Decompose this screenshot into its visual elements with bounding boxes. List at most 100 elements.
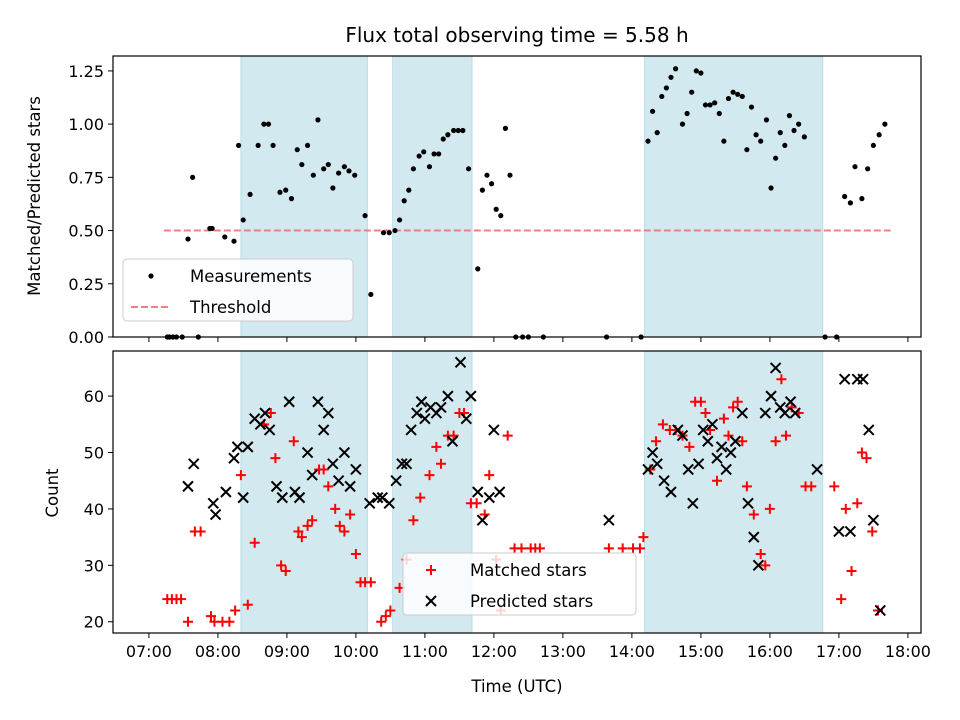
predicted-star-point xyxy=(465,390,477,402)
predicted-star-point xyxy=(383,497,395,509)
predicted-star-point xyxy=(784,396,797,408)
matched-star-point xyxy=(293,526,304,537)
matched-star-point xyxy=(230,605,241,616)
measurement-point xyxy=(488,181,495,187)
predicted-star-point xyxy=(405,424,417,436)
predicted-star-point xyxy=(603,514,615,526)
matched-star-point xyxy=(856,447,867,458)
matched-star-point xyxy=(861,453,872,464)
predicted-star-point xyxy=(725,446,737,459)
matched-star-point xyxy=(182,616,193,627)
measurement-point xyxy=(330,185,336,191)
y-tick-label: 0.25 xyxy=(68,275,104,294)
matched-star-point xyxy=(684,441,695,452)
matched-star-point xyxy=(836,594,847,605)
measurement-point xyxy=(773,155,779,161)
x-tick-label: 07:00 xyxy=(126,642,172,661)
measurement-point xyxy=(386,230,392,236)
x-tick-label: 10:00 xyxy=(333,642,379,661)
matched-star-point xyxy=(296,532,307,543)
predicted-star-point xyxy=(838,373,851,385)
y-tick-label: 0.75 xyxy=(68,168,104,187)
matched-star-point xyxy=(852,498,863,509)
measurement-point xyxy=(455,127,461,134)
measurement-point xyxy=(299,161,305,168)
predicted-star-point xyxy=(454,356,467,368)
measurement-point xyxy=(321,166,327,172)
measurement-point xyxy=(782,142,788,149)
matched-star-point xyxy=(840,503,851,514)
matched-star-point xyxy=(334,520,345,531)
measurement-point xyxy=(341,164,347,170)
x-tick-label: 11:00 xyxy=(402,642,448,661)
predicted-star-point xyxy=(736,407,748,419)
predicted-star-point xyxy=(293,491,306,504)
matched-star-point xyxy=(350,549,361,560)
matched-star-point xyxy=(603,543,614,554)
measurement-point xyxy=(649,108,656,114)
predicted-star-point xyxy=(237,491,249,504)
predicted-star-point xyxy=(742,497,754,509)
predicted-star-point xyxy=(642,463,654,476)
observing-window-shade xyxy=(644,55,824,338)
matched-star-point xyxy=(339,526,350,537)
matched-star-point xyxy=(270,453,281,464)
measurement-point xyxy=(368,291,374,298)
predicted-star-point xyxy=(242,441,254,453)
measurement-point xyxy=(235,142,242,149)
measurement-point xyxy=(401,198,407,204)
matched-star-point xyxy=(265,408,276,419)
predicted-star-point xyxy=(863,424,875,436)
matched-star-point xyxy=(634,543,645,554)
matched-star-point xyxy=(330,503,341,514)
matched-star-point xyxy=(471,498,482,509)
measurement-point xyxy=(763,117,770,123)
predicted-star-point xyxy=(396,458,408,470)
predicted-star-point xyxy=(682,463,694,476)
measurement-point xyxy=(247,191,253,197)
measurement-point xyxy=(255,142,261,149)
measurement-point xyxy=(847,200,853,206)
matched-star-point xyxy=(846,565,857,576)
measurement-point xyxy=(436,151,442,157)
measurement-point xyxy=(716,110,722,117)
y-tick-label: 0.00 xyxy=(68,328,104,347)
measurement-point xyxy=(475,266,481,272)
measurement-point xyxy=(693,68,699,74)
measurement-point xyxy=(231,238,237,244)
measurement-point xyxy=(185,236,191,242)
matched-star-point xyxy=(318,464,329,475)
measurement-point xyxy=(498,213,504,219)
measurement-point xyxy=(882,121,888,127)
measurement-point xyxy=(796,121,802,127)
matched-star-point xyxy=(723,430,734,441)
matched-star-point xyxy=(737,436,748,447)
matched-star-point xyxy=(695,396,706,407)
measurement-point xyxy=(668,74,674,80)
y-tick-label: 40 xyxy=(84,500,104,519)
predicted-star-point xyxy=(220,486,232,498)
measurement-point xyxy=(707,102,713,108)
y-tick-label: 20 xyxy=(84,613,104,632)
y-tick-label: 60 xyxy=(84,387,104,406)
matched-star-point xyxy=(302,520,313,531)
measurement-point xyxy=(758,138,764,144)
predicted-star-point xyxy=(697,424,709,436)
measurement-point xyxy=(768,185,774,191)
predicted-star-point xyxy=(259,407,271,419)
measurement-point xyxy=(842,193,848,200)
matched-star-point xyxy=(345,509,356,520)
measurement-point xyxy=(431,151,437,157)
measurement-point xyxy=(222,234,228,240)
matched-star-point xyxy=(249,537,260,548)
predicted-star-point xyxy=(789,407,801,419)
predicted-star-point xyxy=(182,480,194,493)
matched-star-point xyxy=(235,470,246,481)
legend-predicted-swatch xyxy=(425,595,437,607)
chart-title: Flux total observing time = 5.58 h xyxy=(345,23,688,47)
predicted-star-point xyxy=(263,424,276,436)
predicted-star-point xyxy=(748,531,760,543)
measurement-point xyxy=(240,217,246,223)
y-tick-label: 1.25 xyxy=(68,62,104,81)
predicted-star-point xyxy=(419,412,431,425)
